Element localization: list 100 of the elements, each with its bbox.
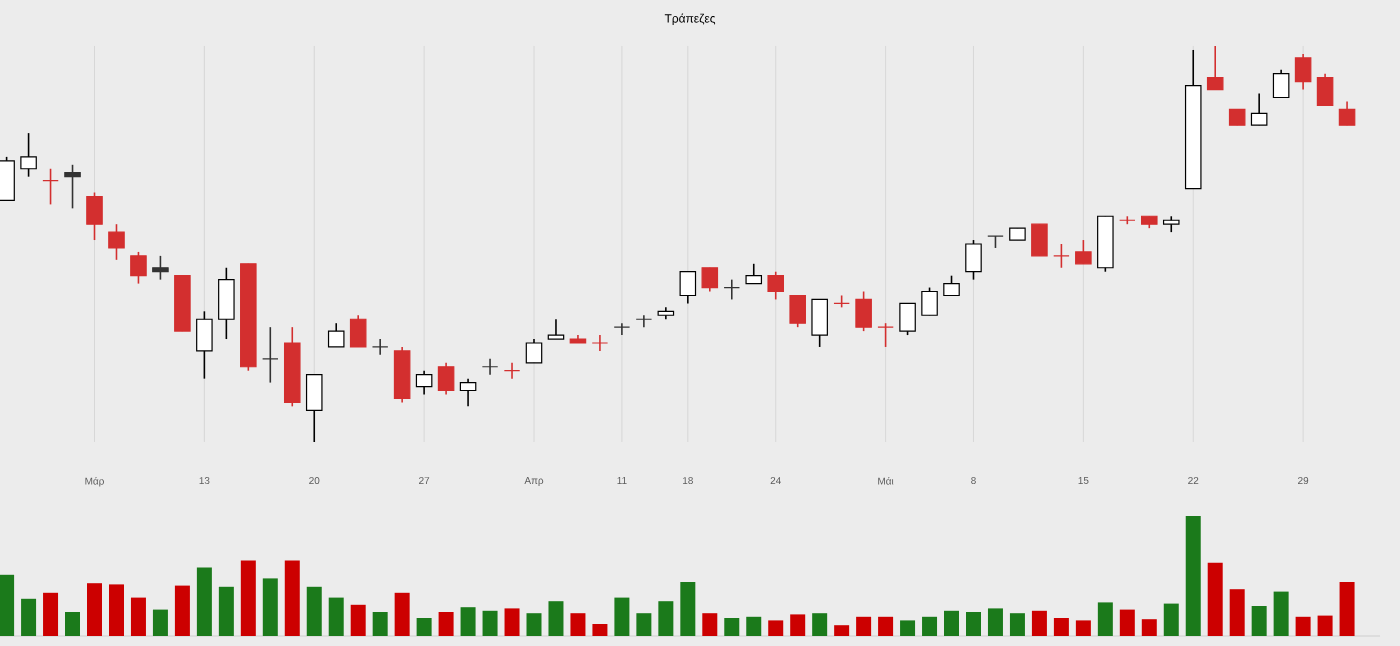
candlestick	[1206, 45, 1224, 91]
bar	[108, 584, 124, 636]
bar	[746, 616, 762, 636]
bar	[548, 601, 564, 636]
bar	[1295, 616, 1311, 636]
bar	[1031, 610, 1047, 636]
bar	[130, 597, 146, 636]
candlestick	[899, 302, 916, 336]
candlestick	[327, 322, 345, 348]
candlestick	[701, 266, 719, 293]
candlestick	[635, 314, 653, 328]
bar	[152, 609, 168, 636]
bar	[1251, 606, 1267, 636]
bar	[218, 586, 234, 636]
bar	[1119, 609, 1135, 636]
candlestick	[679, 270, 697, 305]
bar	[592, 624, 608, 636]
bar	[790, 614, 806, 636]
candlestick	[459, 377, 477, 408]
candlestick	[108, 223, 125, 261]
bar	[1141, 619, 1157, 636]
candlestick	[613, 322, 631, 336]
candlestick	[1031, 223, 1048, 257]
candlestick	[591, 334, 609, 352]
candlestick	[855, 290, 872, 332]
candlestick	[767, 270, 785, 301]
bar	[922, 616, 938, 636]
candlestick	[723, 278, 741, 301]
candlestick	[64, 164, 81, 210]
bar	[43, 592, 59, 636]
candlestick	[349, 314, 367, 348]
candlestick	[943, 274, 960, 297]
bar	[65, 612, 81, 636]
candlestick	[152, 255, 169, 281]
candlestick	[1316, 72, 1334, 107]
candlestick	[437, 362, 455, 396]
bar	[834, 625, 850, 636]
candlestick	[262, 326, 279, 384]
bar	[240, 560, 256, 636]
bar	[372, 612, 388, 636]
bar	[944, 610, 960, 636]
candlestick	[415, 369, 433, 396]
candlestick	[42, 167, 59, 206]
candlestick	[218, 266, 235, 340]
bar	[1317, 615, 1333, 636]
bar	[1053, 618, 1069, 636]
bar	[987, 608, 1003, 636]
bar	[482, 610, 498, 636]
candlestick	[1075, 239, 1092, 265]
bar	[394, 592, 410, 636]
bar	[702, 613, 718, 636]
bar	[680, 582, 696, 636]
bar	[1185, 516, 1201, 636]
candlestick	[196, 310, 213, 380]
bar	[504, 608, 520, 636]
bar	[306, 586, 322, 636]
bar	[284, 560, 300, 636]
bar	[856, 616, 872, 636]
candlestick	[877, 322, 894, 348]
candlestick	[1294, 53, 1312, 91]
bar	[614, 597, 630, 636]
bar	[724, 618, 740, 636]
bar	[965, 612, 981, 636]
bar	[21, 598, 37, 636]
bar	[570, 613, 586, 636]
bar	[328, 597, 344, 636]
candlestick	[130, 251, 147, 285]
candlestick	[547, 318, 565, 340]
candlestick	[525, 338, 543, 364]
candlestick	[1272, 68, 1290, 99]
bar	[1097, 602, 1113, 636]
bar	[878, 616, 894, 636]
candlestick	[305, 373, 323, 443]
bar	[0, 574, 15, 636]
bar	[1075, 620, 1091, 636]
candlestick	[393, 346, 411, 404]
bar	[900, 620, 916, 636]
candlestick	[0, 156, 15, 202]
candlestick	[1338, 100, 1356, 126]
candlestick	[503, 362, 521, 380]
bar	[526, 613, 542, 636]
bar	[812, 613, 828, 636]
bar	[1273, 591, 1289, 636]
candlestick	[745, 263, 763, 285]
candlestick	[1250, 92, 1268, 126]
candlestick	[371, 338, 389, 356]
bar	[636, 613, 652, 636]
candlestick	[965, 239, 982, 281]
candlestick	[811, 298, 828, 348]
bar	[350, 604, 366, 636]
bar	[174, 585, 190, 636]
bar	[87, 583, 102, 636]
bar	[768, 620, 784, 636]
bar	[1229, 589, 1245, 636]
bar	[1339, 582, 1355, 636]
bar	[416, 618, 432, 636]
candlestick	[1053, 243, 1070, 269]
bar	[460, 607, 476, 636]
candlestick	[789, 294, 806, 328]
bar	[262, 578, 278, 636]
